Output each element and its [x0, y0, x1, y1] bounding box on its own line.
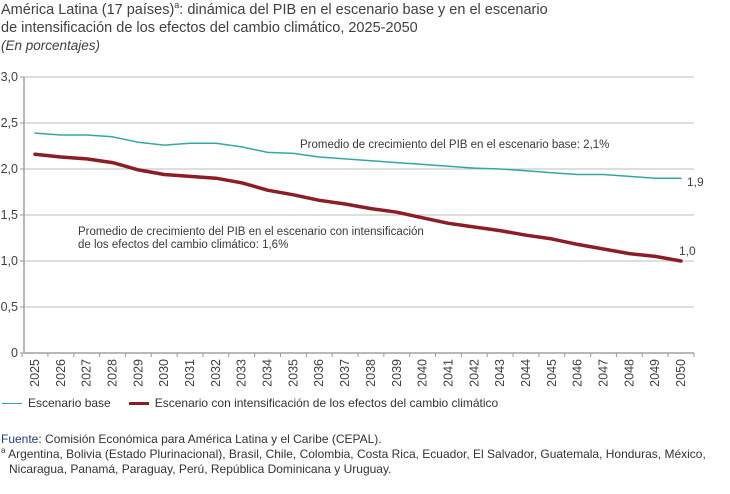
title-line2: de intensificación de los efectos del ca… [1, 20, 418, 36]
x-tick-label: 2046 [571, 359, 585, 387]
legend-label-climate: Escenario con intensificación de los efe… [154, 396, 499, 410]
title-part2: : dinámica del PIB en el escenario base … [179, 2, 548, 18]
legend-swatch-base [2, 402, 22, 404]
x-tick-label: 2035 [286, 359, 300, 387]
annotations: Promedio de crecimiento del PIB en el es… [78, 139, 609, 251]
y-axis-ticks: 0 0,5 1,0 1,5 2,0 2,5 3,0 [1, 70, 24, 360]
footnote-marker: a [1, 446, 6, 455]
y-tick-label: 3,0 [1, 70, 18, 84]
x-tick-label: 2031 [183, 359, 197, 387]
x-tick-label: 2039 [390, 359, 404, 387]
x-tick-label: 2032 [209, 359, 223, 387]
chart-title: América Latina (17 países)a: dinámica de… [1, 1, 548, 37]
end-label-base: 1,9 [687, 175, 704, 189]
x-tick-label: 2025 [28, 359, 42, 387]
x-tick-label: 2041 [441, 359, 455, 387]
series-line-base [34, 132, 682, 179]
x-tick-label: 2027 [80, 359, 94, 387]
footnote-line1: Argentina, Bolivia (Estado Plurinacional… [5, 447, 706, 461]
legend: Escenario base Escenario con intensifica… [2, 396, 516, 410]
annotation-base: Promedio de crecimiento del PIB en el es… [300, 139, 609, 151]
x-tick-label: 2034 [261, 359, 275, 387]
x-tick-label: 2028 [106, 359, 120, 387]
x-tick-label: 2030 [157, 359, 171, 387]
series-line-climate [33, 152, 683, 263]
source-note: Fuente: Comisión Económica para América … [1, 432, 706, 447]
x-tick-label: 2044 [519, 359, 533, 387]
x-tick-label: 2038 [364, 359, 378, 387]
annotation-climate-line2: de los efectos del cambio climático: 1,6… [78, 239, 288, 251]
legend-swatch-climate [128, 401, 149, 405]
x-axis-ticks: 2025 2026 2027 2028 2029 2030 2031 2032 2033 2034… [21, 353, 695, 387]
end-label-climate: 1,0 [679, 244, 696, 258]
x-tick-label: 2048 [622, 359, 636, 387]
source-text: : Comisión Económica para América Latina… [38, 432, 382, 446]
x-tick-label: 2047 [596, 359, 610, 387]
x-tick-label: 2033 [235, 359, 249, 387]
y-tick-label: 0 [11, 346, 18, 360]
x-tick-label: 2036 [312, 359, 326, 387]
title-superscript: a [174, 0, 180, 11]
title-part1: América Latina (17 países) [1, 2, 175, 18]
x-tick-label: 2029 [131, 359, 145, 387]
legend-item-base: Escenario base [2, 396, 111, 410]
x-tick-label: 2045 [545, 359, 559, 387]
x-tick-label: 2026 [54, 359, 68, 387]
end-labels: 1,9 1,0 [679, 175, 704, 258]
annotation-climate-line1: Promedio de crecimiento del PIB en el es… [78, 226, 424, 238]
x-tick-label: 2043 [493, 359, 507, 387]
gridlines [24, 76, 694, 308]
x-tick-label: 2042 [467, 359, 481, 387]
x-tick-label: 2050 [674, 359, 688, 387]
line-chart: 0 0,5 1,0 1,5 2,0 2,5 3,0 2025 2026 2027 2028 2029… [1, 70, 704, 387]
y-tick-label: 1,5 [1, 208, 18, 222]
series-lines [33, 132, 683, 263]
source-label: Fuente [1, 432, 39, 446]
footnote-line2: Nicaragua, Panamá, Paraguay, Perú, Repúb… [9, 462, 392, 476]
legend-label-base: Escenario base [28, 396, 111, 410]
y-tick-label: 2,5 [1, 116, 18, 130]
chart-subtitle: (En porcentajes) [1, 38, 101, 53]
footnote: a Argentina, Bolivia (Estado Plurinacion… [1, 447, 706, 462]
legend-item-climate: Escenario con intensificación de los efe… [128, 396, 499, 410]
y-tick-label: 1,0 [1, 254, 18, 268]
x-tick-label: 2037 [338, 359, 352, 387]
x-tick-label: 2040 [416, 359, 430, 387]
x-tick-label: 2049 [648, 359, 662, 387]
y-tick-label: 0,5 [1, 300, 18, 314]
y-tick-label: 2,0 [1, 162, 18, 176]
notes: Fuente: Comisión Económica para América … [1, 432, 706, 477]
